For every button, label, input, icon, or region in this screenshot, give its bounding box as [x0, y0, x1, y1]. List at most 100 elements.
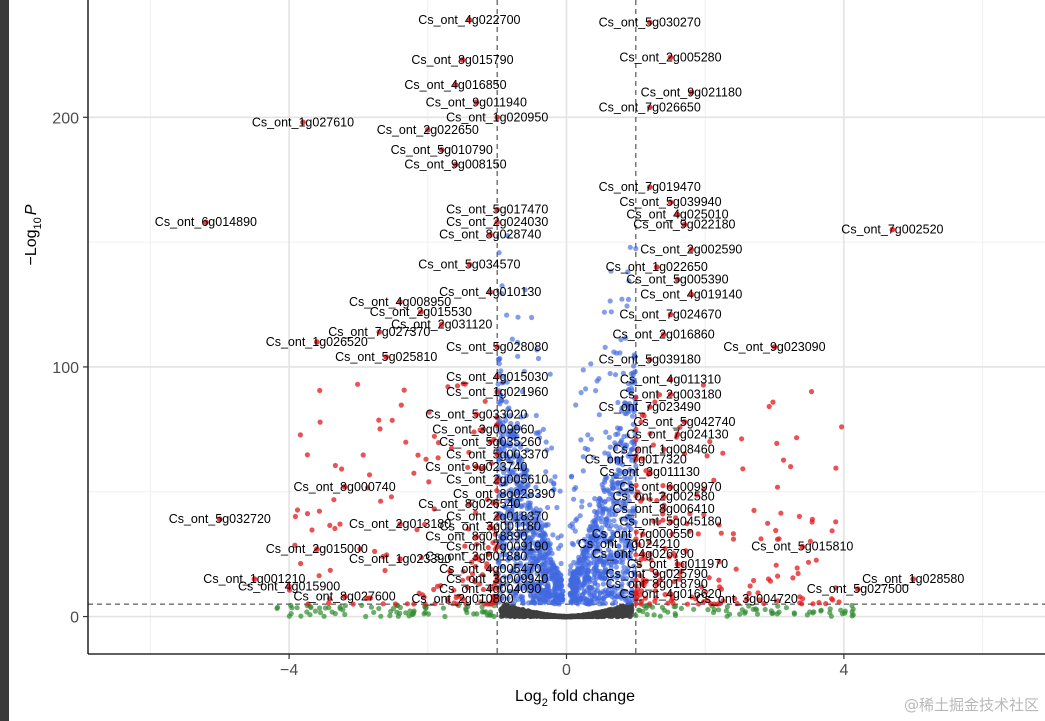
gene-label: Cs_ont_5g005390: [626, 273, 728, 287]
data-point: [548, 599, 554, 606]
data-point: [360, 452, 366, 458]
data-point: [548, 612, 554, 618]
data-point: [600, 530, 606, 536]
data-point: [316, 573, 322, 579]
data-point: [537, 435, 543, 441]
data-point: [567, 590, 574, 596]
gene-label: Cs_ont_8g027600: [294, 590, 396, 604]
data-point: [621, 564, 627, 570]
data-point: [633, 600, 639, 607]
data-point: [304, 452, 310, 458]
data-point: [629, 439, 635, 445]
data-point: [587, 589, 594, 595]
data-point: [555, 599, 561, 606]
data-point: [524, 447, 530, 453]
data-point: [718, 530, 724, 536]
data-point: [624, 303, 630, 309]
data-point: [304, 609, 310, 615]
data-point: [627, 467, 633, 473]
data-point: [606, 583, 613, 590]
data-point: [778, 510, 784, 516]
data-point: [499, 425, 505, 431]
data-point: [751, 577, 757, 584]
data-point: [558, 579, 564, 586]
data-point: [598, 519, 605, 525]
data-point: [593, 576, 599, 582]
data-point: [611, 349, 617, 355]
data-point: [591, 596, 597, 602]
data-point: [535, 492, 542, 498]
data-point: [629, 577, 635, 583]
data-point: [765, 520, 771, 526]
data-point: [570, 525, 576, 531]
data-point: [615, 613, 622, 619]
gene-label: Cs_ont_2g010800: [411, 592, 513, 606]
data-point: [810, 601, 816, 607]
data-point: [512, 512, 518, 519]
data-point: [582, 576, 588, 582]
gene-label: Cs_ont_5g028080: [446, 340, 548, 354]
gene-label: Cs_ont_2g005280: [619, 50, 721, 64]
data-point: [329, 609, 335, 615]
data-point: [511, 447, 517, 453]
data-point: [833, 519, 839, 525]
data-point: [551, 481, 557, 487]
data-point: [503, 413, 509, 419]
data-point: [474, 611, 480, 617]
data-point: [629, 518, 635, 525]
data-point: [337, 606, 343, 612]
data-points: [203, 17, 916, 620]
data-point: [659, 604, 666, 611]
data-point: [608, 610, 615, 616]
data-point: [508, 420, 514, 427]
data-point: [355, 381, 361, 387]
data-point: [500, 530, 506, 536]
data-point: [534, 347, 540, 353]
data-point: [501, 546, 507, 552]
data-point: [575, 613, 582, 619]
data-point: [766, 403, 772, 410]
data-point: [629, 413, 636, 419]
data-point: [522, 287, 528, 293]
data-point: [513, 611, 519, 617]
data-point: [626, 498, 632, 504]
data-point: [530, 599, 536, 605]
data-point: [727, 611, 733, 617]
data-point: [588, 361, 594, 367]
data-point: [560, 613, 566, 620]
data-point: [533, 412, 539, 419]
data-point: [514, 490, 520, 496]
data-point: [543, 523, 549, 529]
data-point: [730, 531, 737, 537]
data-point: [836, 599, 842, 605]
data-point: [794, 435, 800, 441]
data-point: [637, 607, 643, 613]
data-point: [622, 608, 629, 614]
gene-label: Cs_ont_4g010130: [439, 285, 541, 299]
data-point: [557, 595, 563, 601]
data-point: [312, 608, 318, 614]
data-point: [571, 486, 577, 492]
data-point: [627, 604, 633, 610]
data-point: [606, 488, 612, 494]
data-point: [518, 472, 525, 478]
data-point: [762, 606, 768, 613]
data-point: [557, 488, 563, 494]
data-point: [849, 602, 855, 609]
gene-label: Cs_ont_8g000740: [294, 480, 396, 494]
data-point: [616, 543, 622, 550]
data-point: [495, 381, 501, 387]
data-point: [511, 476, 517, 483]
data-point: [751, 507, 757, 513]
data-point: [506, 521, 512, 527]
data-point: [332, 462, 338, 469]
data-point: [625, 493, 631, 499]
data-point: [552, 474, 558, 480]
data-point: [514, 538, 521, 544]
data-point: [401, 387, 407, 393]
data-point: [552, 566, 558, 572]
data-point: [608, 564, 614, 571]
data-point: [602, 499, 608, 505]
data-point: [733, 566, 739, 572]
data-point: [317, 387, 323, 394]
